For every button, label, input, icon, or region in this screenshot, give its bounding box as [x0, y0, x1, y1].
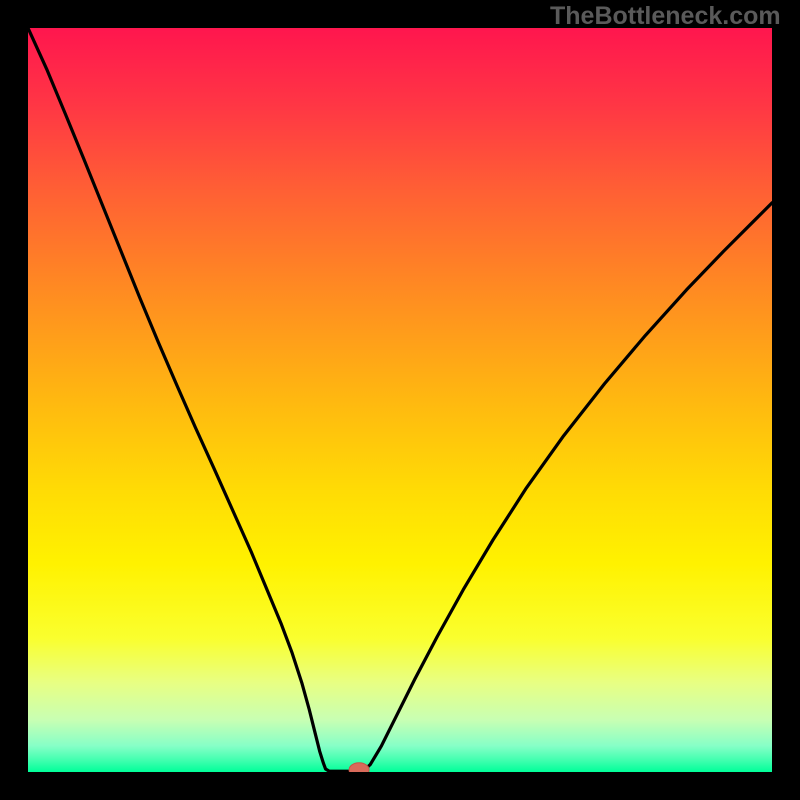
chart-svg: [28, 28, 772, 772]
chart-background: [28, 28, 772, 772]
watermark-text: TheBottleneck.com: [550, 2, 781, 31]
plot-area: [28, 28, 772, 772]
